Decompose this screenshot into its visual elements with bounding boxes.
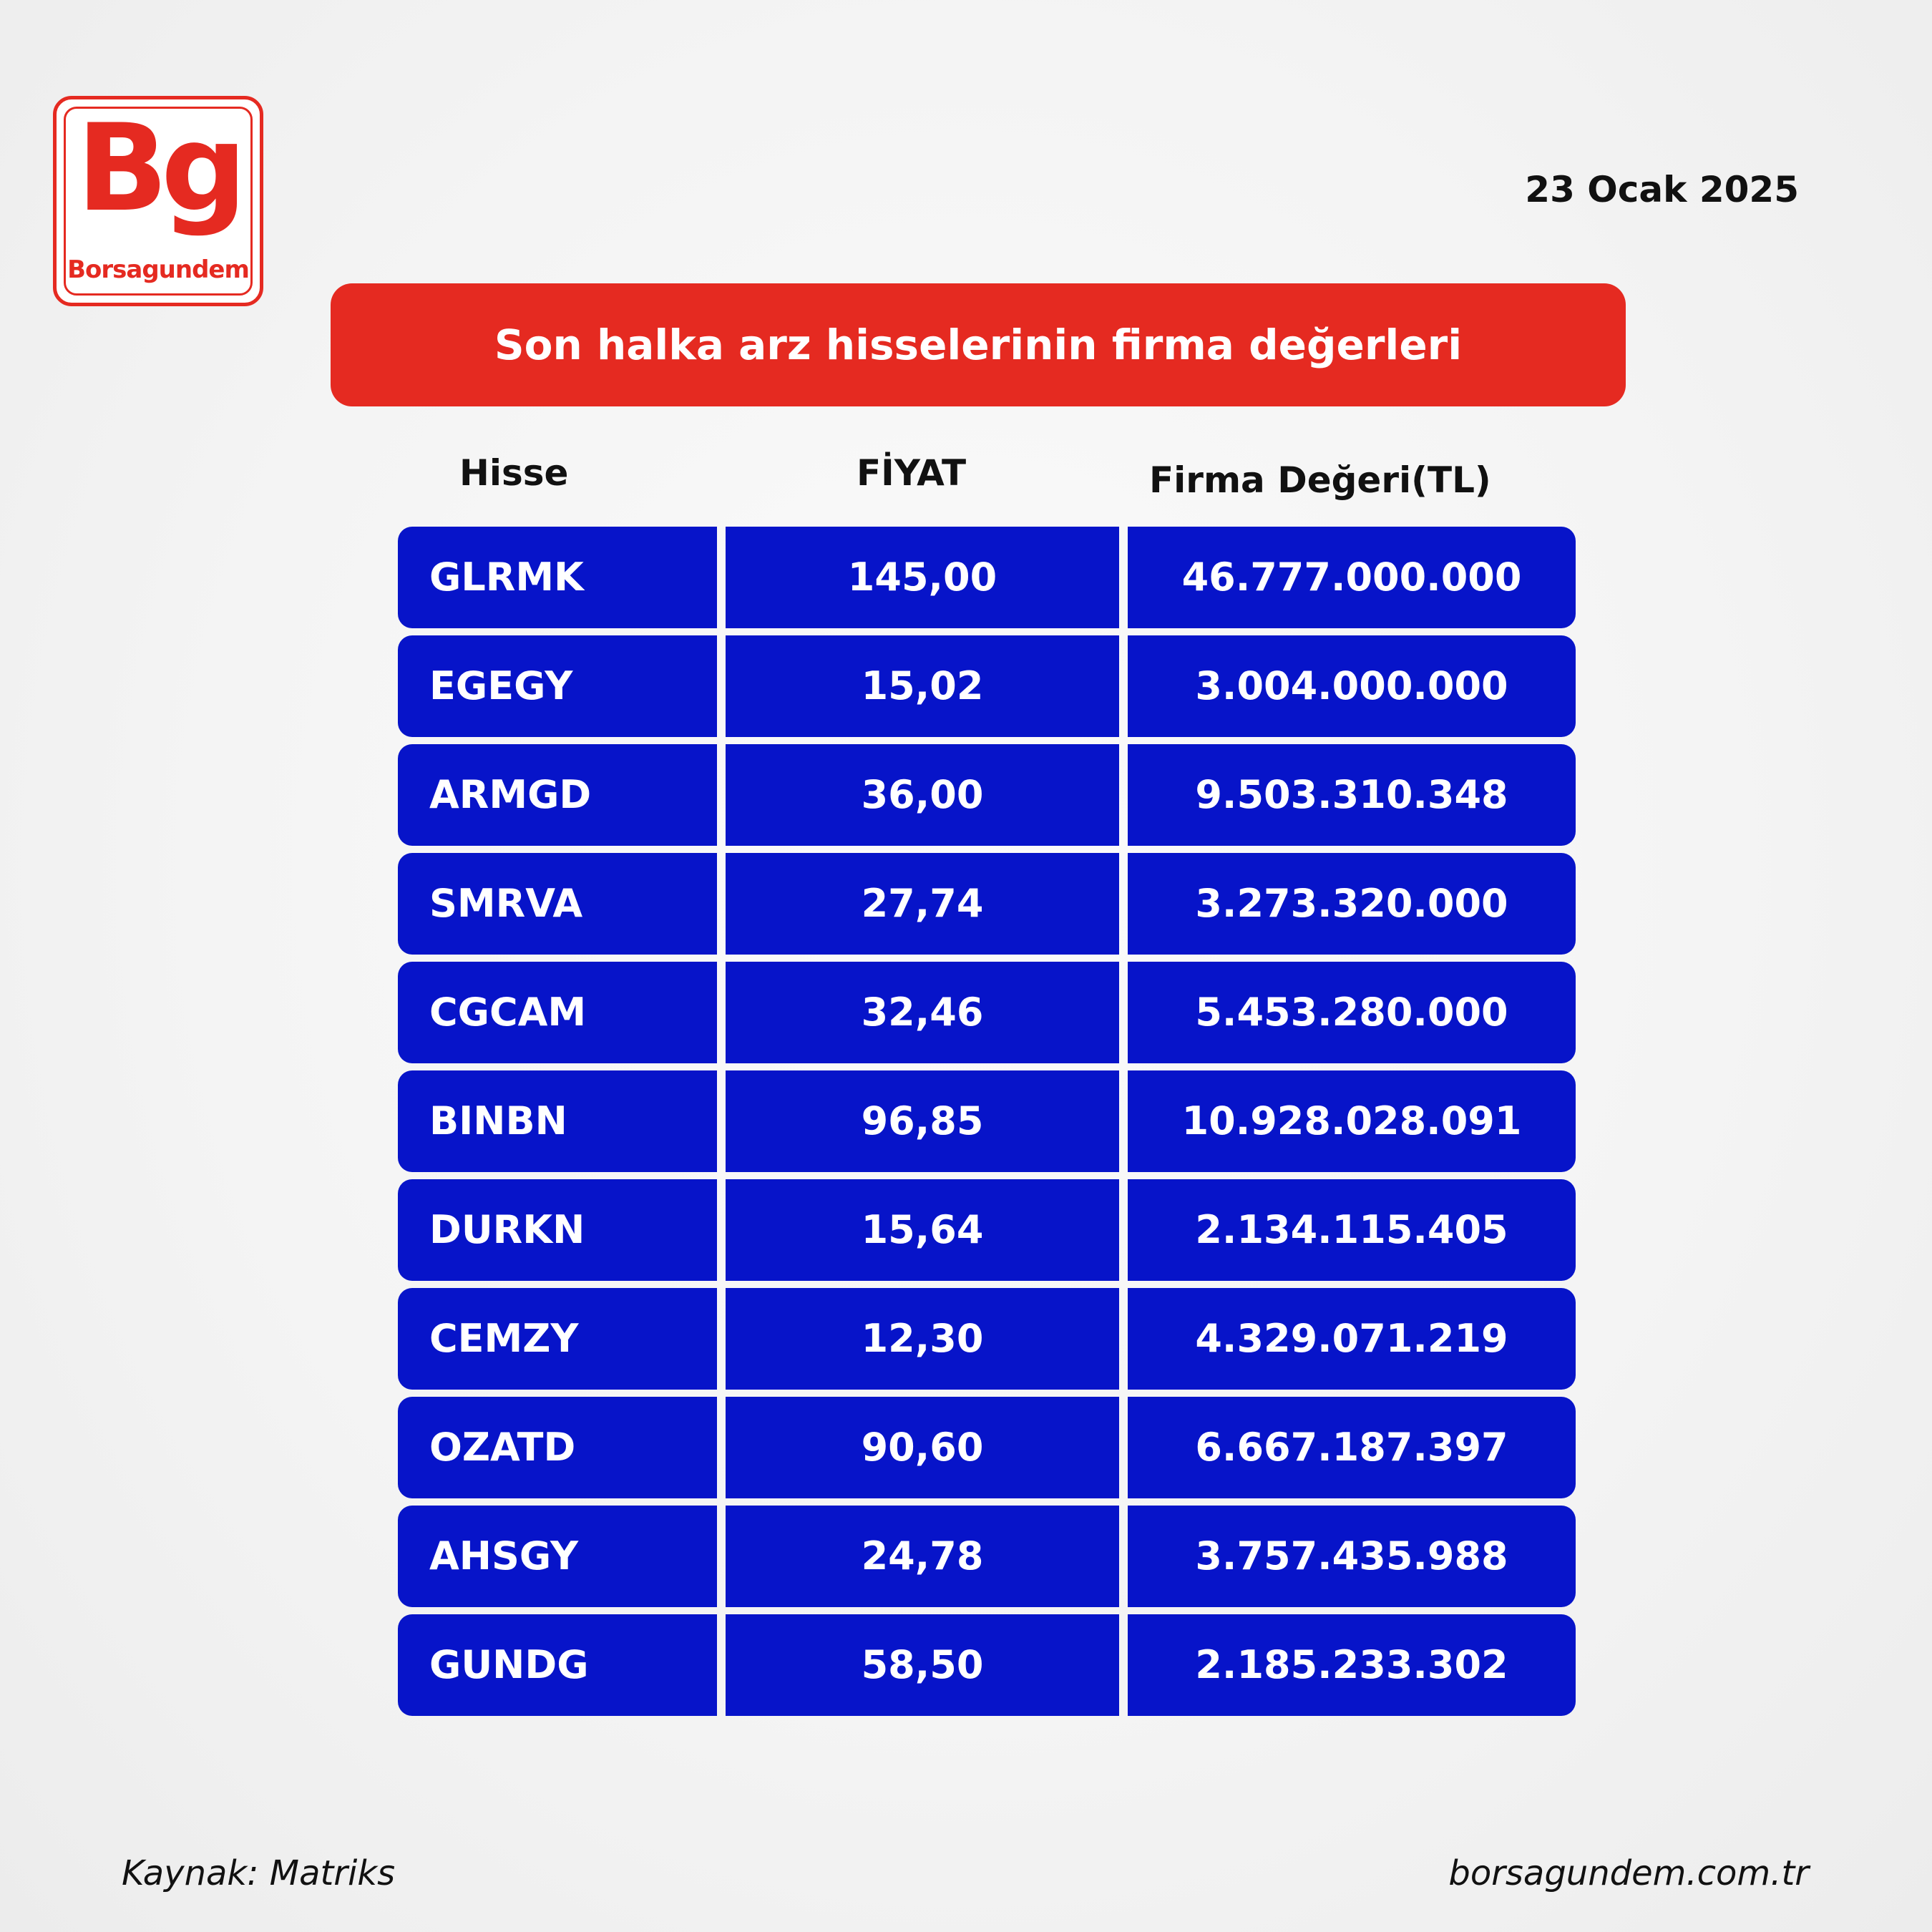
price-cell: 27,74 [726,853,1119,955]
firm-value-cell: 4.329.071.219 [1128,1288,1576,1390]
firm-value-cell: 5.453.280.000 [1128,962,1576,1063]
firm-value-cell: 6.667.187.397 [1128,1397,1576,1498]
column-header-firm-value: Firma Değeri(TL) [1149,459,1491,501]
source-note: Kaynak: Matriks [122,1853,396,1893]
logo-wordmark: Borsagundem [67,255,250,284]
firm-value-cell: 3.757.435.988 [1128,1506,1576,1607]
firm-value-cell: 2.134.115.405 [1128,1179,1576,1281]
logo-mark: Bg [76,98,247,238]
stock-code-cell: GLRMK [398,527,717,628]
price-cell: 90,60 [726,1397,1119,1498]
stock-code-cell: DURKN [398,1179,717,1281]
column-header-stock: Hisse [459,452,569,494]
website-link[interactable]: borsagundem.com.tr [1448,1853,1809,1893]
date-label: 23 Ocak 2025 [1525,169,1799,210]
price-cell: 15,02 [726,635,1119,737]
firm-value-cell: 2.185.233.302 [1128,1614,1576,1716]
price-cell: 32,46 [726,962,1119,1063]
stock-code-cell: CEMZY [398,1288,717,1390]
stock-code-cell: EGEGY [398,635,717,737]
stock-code-cell: SMRVA [398,853,717,955]
logo-border [64,107,253,296]
firm-value-cell: 3.004.000.000 [1128,635,1576,737]
stock-code-cell: CGCAM [398,962,717,1063]
page-title: Son halka arz hisselerinin firma değerle… [494,321,1463,369]
borsagundem-logo: Bg Borsagundem [53,96,263,306]
stock-code-cell: OZATD [398,1397,717,1498]
price-cell: 145,00 [726,527,1119,628]
stock-code-cell: BINBN [398,1070,717,1172]
price-cell: 24,78 [726,1506,1119,1607]
stock-code-cell: ARMGD [398,744,717,846]
stock-code-cell: GUNDG [398,1614,717,1716]
stock-code-cell: AHSGY [398,1506,717,1607]
price-cell: 96,85 [726,1070,1119,1172]
price-cell: 58,50 [726,1614,1119,1716]
firm-value-cell: 9.503.310.348 [1128,744,1576,846]
price-cell: 36,00 [726,744,1119,846]
title-banner: Son halka arz hisselerinin firma değerle… [331,283,1626,406]
column-header-price: FİYAT [857,452,967,494]
price-cell: 12,30 [726,1288,1119,1390]
firm-value-cell: 3.273.320.000 [1128,853,1576,955]
firm-value-cell: 10.928.028.091 [1128,1070,1576,1172]
price-cell: 15,64 [726,1179,1119,1281]
firm-value-cell: 46.777.000.000 [1128,527,1576,628]
